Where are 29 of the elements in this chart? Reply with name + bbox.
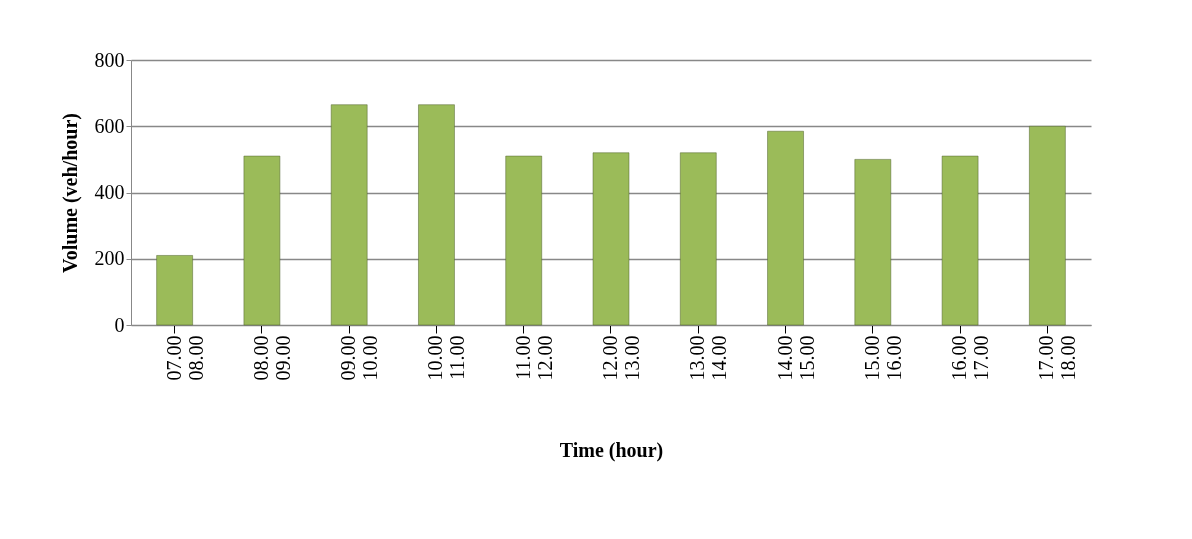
bar — [767, 130, 804, 326]
bar — [330, 104, 368, 326]
x-tick-label: 15.00 16.00 — [860, 335, 905, 381]
x-tick-label: 11.00 12.00 — [511, 335, 556, 381]
bar — [156, 255, 193, 326]
y-tick-label: 800 — [94, 48, 125, 71]
bar — [243, 155, 281, 326]
x-tick-label: 10.00 11.00 — [424, 335, 469, 381]
y-tick-label: 0 — [114, 313, 125, 336]
x-tick-label: 13.00 14.00 — [686, 335, 731, 381]
bar — [505, 155, 542, 326]
x-axis-title: Time (hour) — [559, 438, 664, 462]
x-tick-label: 12.00 13.00 — [599, 335, 643, 381]
y-tick-label: 200 — [94, 247, 125, 270]
bar — [592, 152, 630, 326]
x-tick-label: 17.00 18.00 — [1035, 335, 1080, 381]
bar — [418, 104, 455, 326]
bar — [854, 159, 892, 326]
x-tick-label: 16.00 17.00 — [948, 335, 993, 381]
y-axis-title: Volume (veh/hour) — [58, 113, 82, 273]
x-tick-label: 14.00 15.00 — [773, 335, 818, 381]
bar — [680, 152, 717, 326]
x-tick-label: 08.00 09.00 — [249, 335, 294, 381]
bar — [1029, 126, 1066, 326]
bar — [941, 155, 979, 326]
x-tick-label: 09.00 10.00 — [337, 335, 382, 381]
y-tick-label: 400 — [94, 181, 125, 203]
y-tick-label: 600 — [94, 114, 125, 137]
x-tick-label: 07.00 08.00 — [162, 335, 207, 381]
